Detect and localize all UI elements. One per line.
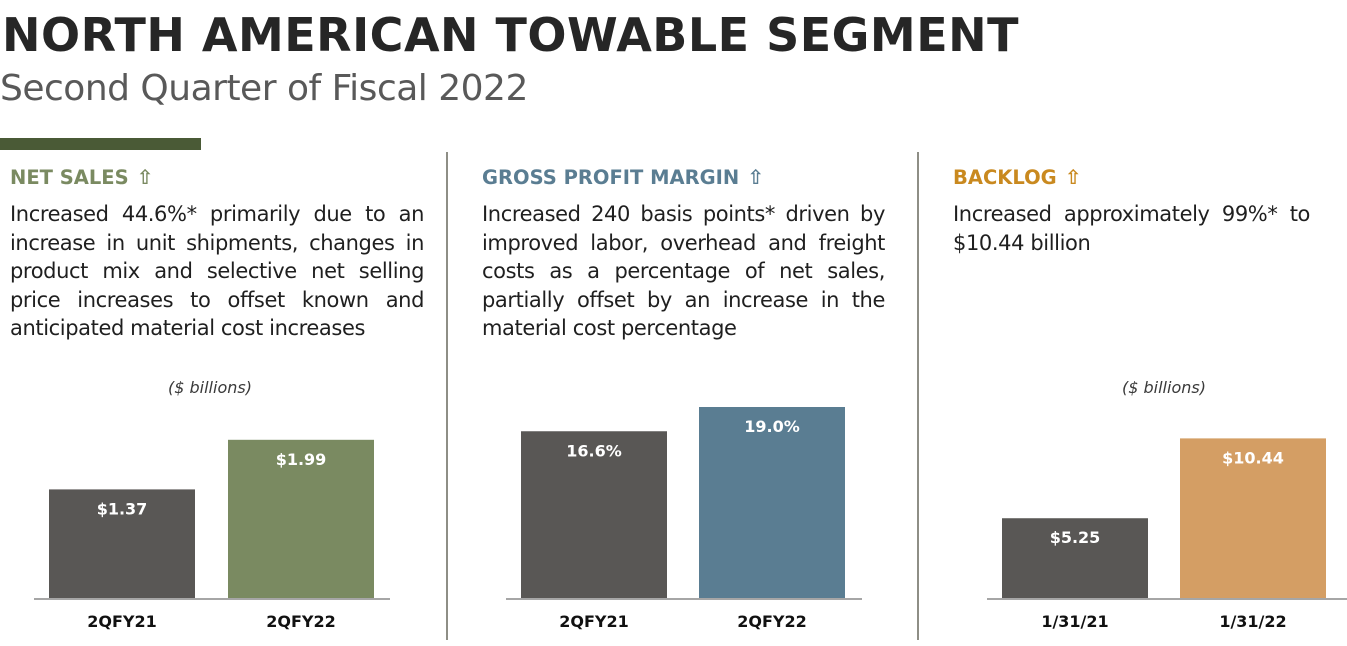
category-tick-label: 1/31/21 — [1041, 612, 1108, 631]
category-tick-label: 2QFY21 — [559, 612, 629, 631]
category-tick-label: 1/31/22 — [1219, 612, 1286, 631]
page-title: NORTH AMERICAN TOWABLE SEGMENT — [2, 8, 1020, 62]
bar-value-label: $1.99 — [276, 450, 327, 469]
net-sales-heading-label: NET SALES — [10, 165, 129, 189]
backlog-description: Increased approximately 99%* to $10.44 b… — [953, 202, 1310, 255]
net-sales-chart: $1.37 2QFY21 $1.99 2QFY22 — [34, 400, 391, 640]
net-sales-unit-label: ($ billions) — [168, 378, 252, 397]
up-arrow-icon: ⇧ — [1064, 165, 1082, 189]
bar-value-label: 19.0% — [744, 417, 800, 436]
bar-1/31/21 — [1002, 518, 1148, 599]
accent-bar — [0, 138, 201, 150]
bar-value-label: 16.6% — [566, 441, 622, 460]
backlog-heading-label: BACKLOG — [953, 165, 1057, 189]
bar-2QFY21 — [521, 431, 667, 599]
net-sales-description: Increased 44.6%* primarily due to an inc… — [10, 202, 424, 340]
page-subtitle: Second Quarter of Fiscal 2022 — [0, 68, 528, 109]
bar-2QFY22 — [228, 439, 374, 599]
bar-chart-svg: $1.37 2QFY21 $1.99 2QFY22 — [34, 439, 390, 631]
category-tick-label: 2QFY22 — [737, 612, 807, 631]
bar-2QFY22 — [699, 407, 845, 599]
category-tick-label: 2QFY22 — [266, 612, 336, 631]
up-arrow-icon: ⇧ — [747, 165, 765, 189]
bar-value-label: $10.44 — [1222, 448, 1284, 467]
column-divider — [917, 152, 919, 640]
gross-profit-margin-heading: GROSS PROFIT MARGIN ⇧ — [482, 162, 885, 192]
backlog-heading: BACKLOG ⇧ — [953, 162, 1310, 192]
category-tick-label: 2QFY21 — [87, 612, 157, 631]
net-sales-heading: NET SALES ⇧ — [10, 162, 424, 192]
backlog-chart: $5.25 1/31/21 $10.44 1/31/22 — [987, 400, 1347, 640]
gross-profit-margin-heading-label: GROSS PROFIT MARGIN — [482, 165, 740, 189]
gross-profit-margin-chart: 16.6% 2QFY21 19.0% 2QFY22 — [506, 400, 863, 640]
bar-chart-svg: 16.6% 2QFY21 19.0% 2QFY22 — [506, 407, 862, 631]
bar-value-label: $1.37 — [97, 499, 148, 518]
gross-profit-margin-description: Increased 240 basis points* driven by im… — [482, 202, 885, 340]
up-arrow-icon: ⇧ — [136, 165, 154, 189]
bar-value-label: $5.25 — [1050, 528, 1101, 547]
bar-chart-svg: $5.25 1/31/21 $10.44 1/31/22 — [987, 438, 1347, 631]
net-sales-panel: NET SALES ⇧ Increased 44.6%* primarily d… — [10, 162, 424, 343]
backlog-panel: BACKLOG ⇧ Increased approximately 99%* t… — [953, 162, 1310, 257]
backlog-unit-label: ($ billions) — [1122, 378, 1206, 397]
bar-2QFY21 — [49, 489, 195, 599]
column-divider — [446, 152, 448, 640]
bar-1/31/22 — [1180, 438, 1326, 599]
gross-profit-margin-panel: GROSS PROFIT MARGIN ⇧ Increased 240 basi… — [482, 162, 885, 343]
